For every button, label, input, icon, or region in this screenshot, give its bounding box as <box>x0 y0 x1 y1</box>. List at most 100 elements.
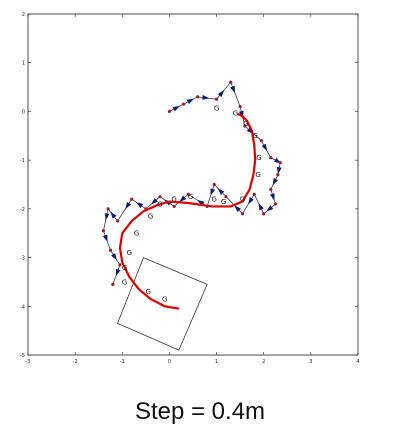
goal-label: G <box>122 278 127 286</box>
step-arrowhead <box>150 197 158 205</box>
footstep-point <box>224 195 228 199</box>
footstep-point <box>252 192 256 196</box>
goal-label: G <box>221 198 226 206</box>
x-tick-label: 4 <box>356 359 359 365</box>
step-caption: Step = 0.4m <box>134 398 266 425</box>
step-arrowhead <box>258 202 264 211</box>
step-arrowhead <box>102 234 108 243</box>
x-tick-label: 0 <box>168 359 171 365</box>
footstep-point <box>111 282 115 286</box>
plot-frame <box>27 13 359 356</box>
step-segment <box>117 198 133 222</box>
footstep-point <box>181 102 186 106</box>
footstep-point <box>238 104 242 109</box>
footstep-point <box>130 197 134 201</box>
y-tick-label: 1 <box>22 61 25 67</box>
step-arrowhead <box>217 90 225 98</box>
goal-label: G <box>255 171 260 179</box>
goal-label: G <box>145 288 150 296</box>
step-arrowhead <box>179 195 187 203</box>
footstep-point <box>101 229 106 233</box>
footstep-point <box>205 204 209 209</box>
footstep-point <box>276 173 280 177</box>
footstep-point <box>167 109 172 114</box>
y-tick-label: -5 <box>20 353 25 359</box>
goal-label: G <box>243 120 248 128</box>
step-arrowhead <box>186 98 195 105</box>
footstep-point <box>172 204 176 209</box>
goal-label: G <box>134 230 139 238</box>
step-arrowhead <box>202 95 210 100</box>
y-tick-label: -4 <box>20 304 25 310</box>
x-tick-label: -2 <box>73 359 78 365</box>
goal-label: G <box>253 132 258 140</box>
footstep-point <box>158 195 162 199</box>
step-arrowhead <box>276 166 282 175</box>
step-arrowhead <box>135 202 144 209</box>
step-arrowhead <box>269 193 275 201</box>
step-arrowhead <box>217 188 225 195</box>
footstep-point <box>243 124 247 128</box>
footstep-point <box>115 219 120 223</box>
step-arrowhead <box>234 205 241 212</box>
footstep-point <box>214 97 219 101</box>
step-arrowhead <box>261 143 268 152</box>
y-tick-label: 2 <box>22 12 25 18</box>
goal-label: G <box>211 196 216 204</box>
step-arrowhead <box>115 268 121 277</box>
step-arrowhead <box>272 178 278 186</box>
goal-label: G <box>214 104 219 112</box>
footstep-point <box>240 212 245 216</box>
footstep-point <box>259 139 263 143</box>
goal-label: G <box>157 200 162 208</box>
goal-label: G <box>162 295 167 303</box>
x-tick-label: 1 <box>215 359 218 365</box>
footstep-point <box>278 160 282 165</box>
step-arrowhead <box>210 188 216 196</box>
goal-label: G <box>171 196 176 204</box>
footstep-point <box>118 263 122 267</box>
footstep-point <box>106 207 110 211</box>
robot-path-line <box>118 112 257 310</box>
x-tick-label: -1 <box>120 359 125 365</box>
footstep-point <box>269 187 273 191</box>
step-arrowhead <box>172 105 181 112</box>
step-arrowhead <box>230 85 236 94</box>
footstep-point <box>269 156 273 160</box>
x-tick-label: -3 <box>26 359 31 365</box>
goal-label: G <box>127 249 132 257</box>
y-tick-label: -3 <box>20 256 25 262</box>
step-arrows <box>102 81 282 285</box>
footstep-points <box>101 80 282 286</box>
goal-label: G <box>240 196 245 204</box>
y-tick-label: 0 <box>22 109 25 115</box>
footstep-point <box>196 95 200 99</box>
goal-label: G <box>233 109 238 117</box>
step-segment <box>230 82 241 107</box>
goal-label: G <box>188 193 193 201</box>
y-tick-label: -1 <box>20 158 25 164</box>
footstep-point <box>262 212 266 216</box>
footstep-point <box>186 192 190 196</box>
footstep-point <box>229 80 233 84</box>
tick-layer: -3 -2 -1 0 1 2 3 4 2 1 0 -1 -2 -3 -4 -5 <box>20 12 360 365</box>
step-arrowhead <box>104 213 110 221</box>
goal-label: G <box>122 264 127 272</box>
robot-footprint-box <box>117 257 208 351</box>
step-arrowhead <box>111 252 118 261</box>
footstep-point <box>212 182 216 187</box>
y-tick-label: -2 <box>20 207 25 213</box>
goal-label: G <box>256 154 261 162</box>
x-tick-label: 2 <box>262 359 265 365</box>
step-arrowhead <box>248 197 254 205</box>
step-arrowhead <box>110 211 117 219</box>
footstep-point <box>108 248 113 252</box>
step-arrowhead <box>125 201 132 210</box>
step-arrowhead <box>266 205 274 212</box>
footstep-point <box>273 202 278 206</box>
footstep-point <box>144 207 148 211</box>
x-tick-label: 3 <box>309 359 312 365</box>
goal-label: G <box>148 213 153 221</box>
